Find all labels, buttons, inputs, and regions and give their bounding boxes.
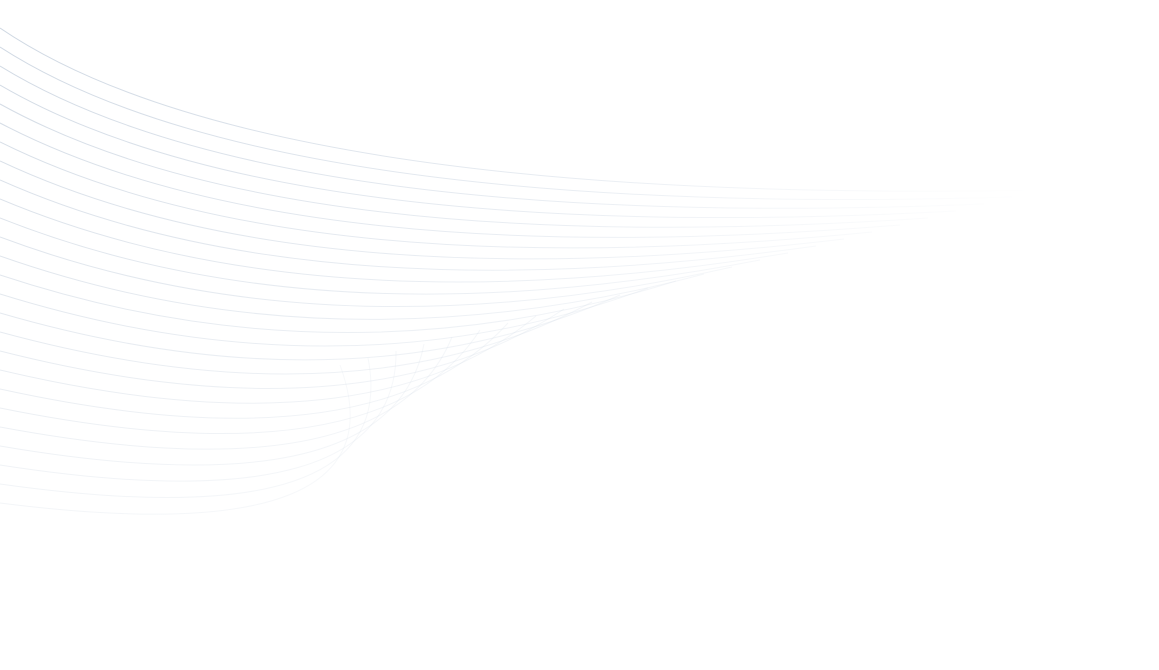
wave-line [0,122,901,238]
wave-line [0,322,509,419]
wave-line [0,274,677,334]
wave-line [0,46,1013,200]
wave-line [0,217,761,295]
wave-line [0,141,873,249]
wave-line [0,294,621,361]
wave-line [0,301,593,375]
wave-line [0,308,565,389]
wave-line [0,103,929,228]
wave-line [0,315,537,404]
wave-lines [0,27,1041,515]
wave-line [0,65,985,209]
wave-line [0,84,957,219]
wave-line [0,236,733,308]
wave-line [0,336,453,450]
wave-line [0,160,845,260]
wave-line [0,350,397,482]
wave-line [0,27,1041,192]
wave-line [0,179,817,271]
wave-line [0,287,649,347]
wave-line [0,255,705,320]
wave-line [0,364,351,515]
wave-line [0,329,481,435]
wave-line [0,198,789,283]
wave-line [0,343,425,466]
wave-line [0,357,372,498]
